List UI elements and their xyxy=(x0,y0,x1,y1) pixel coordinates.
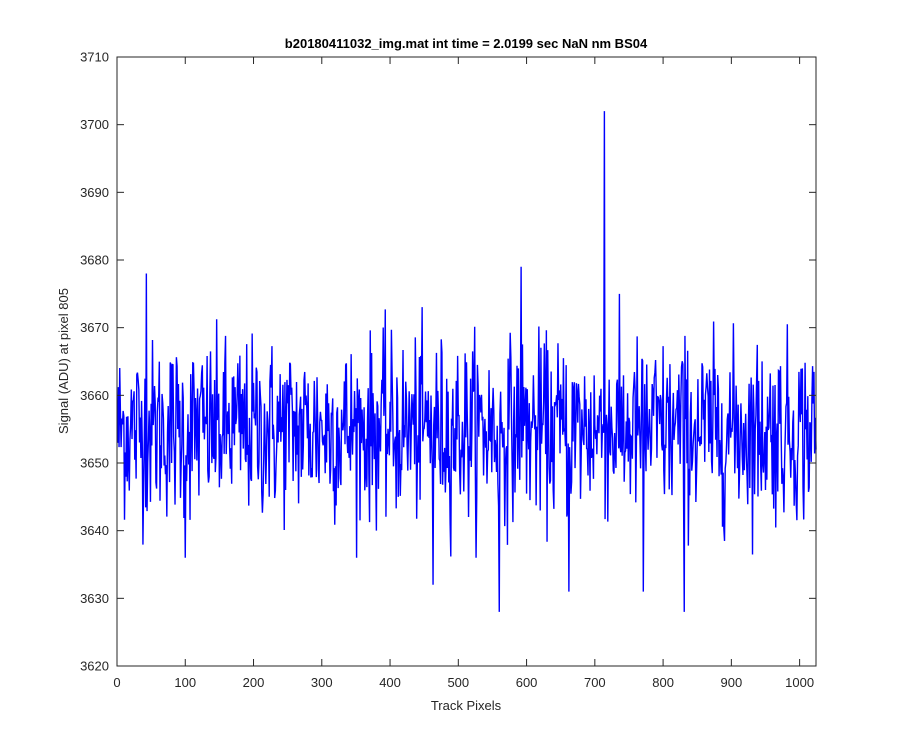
x-axis-ticks: 0 100 200 300 400 500 600 700 800 900 1000 xyxy=(113,57,814,690)
series-layer xyxy=(116,111,817,612)
y-tick-label: 3660 xyxy=(80,388,109,403)
x-tick-label: 0 xyxy=(113,675,120,690)
y-tick-label: 3620 xyxy=(80,659,109,674)
y-tick-label: 3670 xyxy=(80,320,109,335)
x-tick-label: 800 xyxy=(652,675,674,690)
signal-series-line xyxy=(116,111,817,612)
x-tick-label: 700 xyxy=(584,675,606,690)
x-tick-label: 500 xyxy=(447,675,469,690)
x-tick-label: 900 xyxy=(721,675,743,690)
axes-box xyxy=(116,56,817,667)
y-tick-label: 3630 xyxy=(80,591,109,606)
x-tick-label: 400 xyxy=(379,675,401,690)
plot-area xyxy=(117,57,816,666)
x-axis-label: Track Pixels xyxy=(431,698,502,713)
chart-title: b20180411032_img.mat int time = 2.0199 s… xyxy=(285,36,648,51)
y-tick-label: 3700 xyxy=(80,117,109,132)
x-tick-label: 1000 xyxy=(785,675,814,690)
y-tick-label: 3650 xyxy=(80,456,109,471)
y-axis-label: Signal (ADU) at pixel 805 xyxy=(56,288,71,434)
x-tick-label: 300 xyxy=(311,675,333,690)
x-tick-label: 100 xyxy=(174,675,196,690)
y-tick-label: 3710 xyxy=(80,50,109,65)
y-tick-label: 3680 xyxy=(80,253,109,268)
y-tick-label: 3640 xyxy=(80,523,109,538)
x-tick-label: 600 xyxy=(516,675,538,690)
y-axis-ticks: 3620 3630 3640 3650 3660 3670 3680 3690 3700 3710 xyxy=(80,50,816,674)
y-tick-label: 3690 xyxy=(80,185,109,200)
x-tick-label: 200 xyxy=(243,675,265,690)
